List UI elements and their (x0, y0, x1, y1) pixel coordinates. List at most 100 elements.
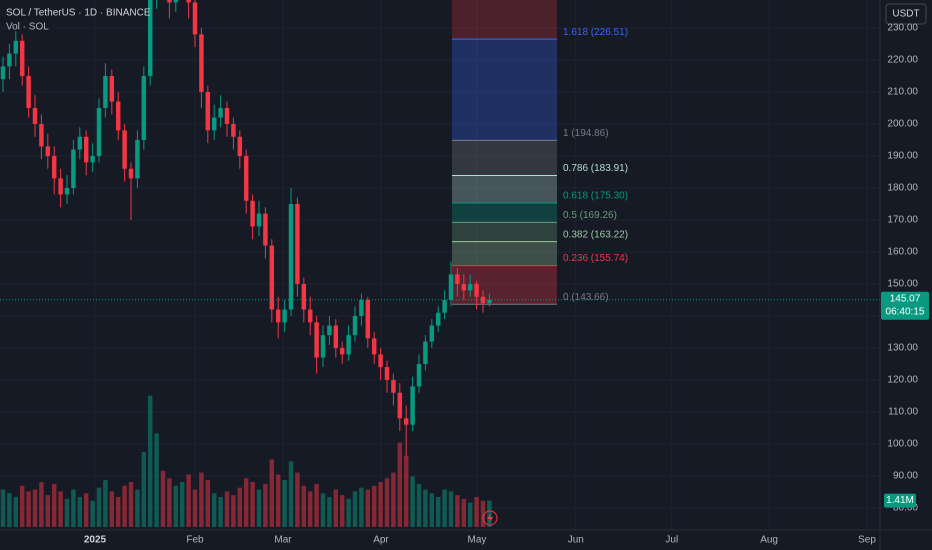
x-tick-label: Jun (568, 535, 584, 546)
candle-body (250, 200, 255, 227)
y-tick-label: 130.00 (887, 343, 918, 354)
fib-label: 0.5 (169.26) (563, 210, 617, 221)
volume-bar (109, 491, 115, 527)
fib-label: 1 (194.86) (563, 128, 609, 139)
volume-bar (263, 483, 268, 527)
fib-label: 0.618 (175.30) (563, 191, 628, 202)
volume-bar (160, 470, 166, 527)
candle-body (19, 40, 25, 76)
volume-bar (288, 461, 294, 527)
volume-bar (128, 482, 134, 527)
currency-label[interactable]: USDT (892, 9, 919, 20)
volume-bar (0, 489, 6, 527)
volume-bar (173, 485, 179, 527)
candle-body (403, 418, 409, 425)
y-tick-label: 80.00 (893, 503, 918, 514)
y-tick-label: 230.00 (887, 23, 918, 34)
x-tick-label: Aug (760, 535, 778, 546)
candle-body (307, 309, 313, 323)
volume-bar (192, 489, 198, 527)
candle-body (77, 136, 83, 150)
candle-body (186, 0, 191, 3)
candle-body (429, 325, 435, 342)
candle-body (397, 392, 403, 419)
candle-body (51, 155, 57, 179)
y-tick-label: 100.00 (887, 439, 918, 450)
candle-body (58, 178, 63, 195)
y-tick-label: 160.00 (887, 247, 918, 258)
y-tick-label: 220.00 (887, 55, 918, 66)
price-tag-label: 145.07 (890, 293, 921, 304)
candle-body (103, 75, 108, 108)
volume-bar (416, 483, 422, 527)
volume-bar (90, 500, 95, 527)
volume-bar (314, 483, 319, 527)
volume-bar (282, 480, 287, 527)
fib-zone (451, 0, 557, 40)
candle-body (7, 53, 12, 67)
plot-area: 1.618 (226.51) 1 (194.86) 0.786 (183.91) 0.… (0, 0, 880, 530)
candle-body (135, 139, 140, 179)
volume-bar (64, 498, 70, 527)
x-tick-label: Apr (373, 535, 389, 546)
candle-body (224, 107, 230, 124)
candle-body (13, 40, 19, 54)
candle-body (90, 155, 95, 163)
candle-body (301, 283, 307, 310)
volume-bar (384, 478, 390, 527)
y-tick-label: 170.00 (887, 215, 918, 226)
alert-icon[interactable] (482, 510, 498, 526)
candle-body (0, 66, 6, 80)
candle-body (384, 367, 390, 380)
candle-body (205, 91, 211, 131)
candle-body (141, 75, 147, 140)
candle-body (275, 309, 281, 323)
symbol-title: SOL / TetherUS · 1D · BINANCE (6, 8, 151, 19)
volume-bar (186, 474, 191, 527)
volume-bar (211, 493, 217, 527)
price-tag (881, 291, 929, 320)
volume-bar (467, 502, 473, 527)
candle-body (192, 2, 198, 35)
volume-bar (141, 452, 147, 527)
candle-body (391, 379, 396, 393)
volume-bar (83, 493, 89, 527)
volume-bar (199, 472, 204, 527)
fib-zone (451, 203, 557, 223)
candle-body (26, 75, 31, 108)
volume-bar (346, 498, 351, 527)
fib-label: 0.382 (163.22) (563, 229, 628, 240)
volume-bar (13, 497, 19, 527)
candle-body (199, 34, 204, 92)
fib-zone (451, 265, 557, 305)
volume-bar (147, 395, 153, 527)
volume-bar (167, 478, 172, 527)
candle-body (416, 363, 422, 387)
candle-body (448, 274, 454, 300)
fib-zone (451, 39, 557, 141)
currency-button[interactable] (885, 3, 927, 25)
fib-label: 0.786 (183.91) (563, 163, 628, 174)
alert-bolt (487, 513, 493, 523)
candle-body (423, 341, 428, 364)
volume-bar (135, 489, 140, 527)
candle-body (467, 283, 473, 291)
volume-bar (256, 489, 262, 527)
volume-bar (71, 489, 76, 527)
volume-bar (474, 497, 479, 527)
volume-bar (333, 489, 339, 527)
candle-body (474, 283, 479, 297)
volume-bar (442, 489, 447, 527)
fib-zone (451, 222, 557, 242)
candle-body (346, 335, 351, 355)
x-tick-label: Jul (665, 535, 678, 546)
volume-bar (243, 478, 249, 527)
volume-bar (179, 482, 185, 527)
volume-bar (480, 500, 486, 527)
candle-body (39, 123, 44, 147)
volume-bar (237, 487, 243, 527)
candle-body (352, 315, 358, 336)
volume-bar (307, 491, 313, 527)
volume-bar (365, 489, 371, 527)
volume-bar (461, 498, 467, 527)
